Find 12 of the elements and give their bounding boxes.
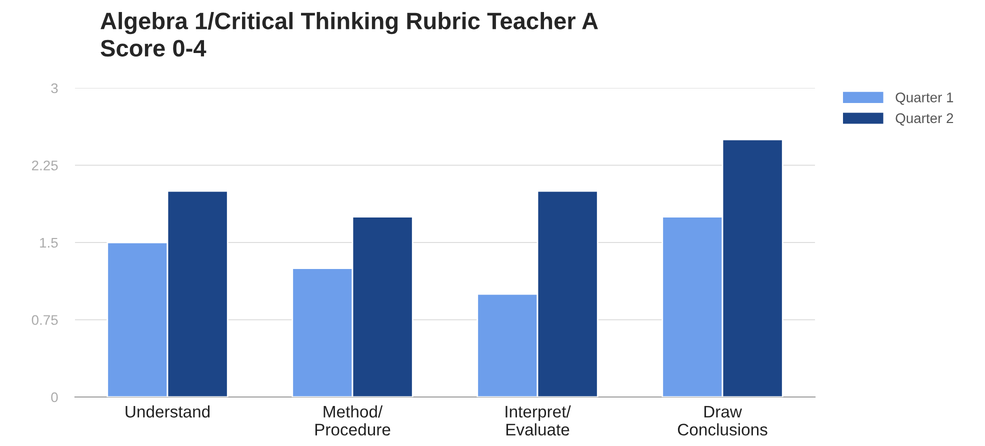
y-tick-label: 3 — [51, 83, 58, 94]
x-tick-label: Method/ Procedure — [315, 405, 390, 436]
chart-title: Algebra 1/Critical Thinking Rubric Teacher A Score 0-4 — [100, 12, 598, 57]
legend-label: Quarter 2 — [896, 113, 954, 126]
x-tick-label: Draw Conclusions — [678, 406, 768, 436]
legend-label: Quarter 1 — [896, 92, 954, 105]
y-tick-label: 2.25 — [32, 160, 58, 170]
y-tick-label: 1.5 — [40, 238, 58, 248]
y-tick-label: 0.75 — [32, 315, 58, 325]
y-tick-label: 0 — [51, 392, 58, 402]
x-tick-label: Interpret/ Evaluate — [506, 405, 571, 436]
x-tick-label: Understand — [126, 405, 210, 418]
